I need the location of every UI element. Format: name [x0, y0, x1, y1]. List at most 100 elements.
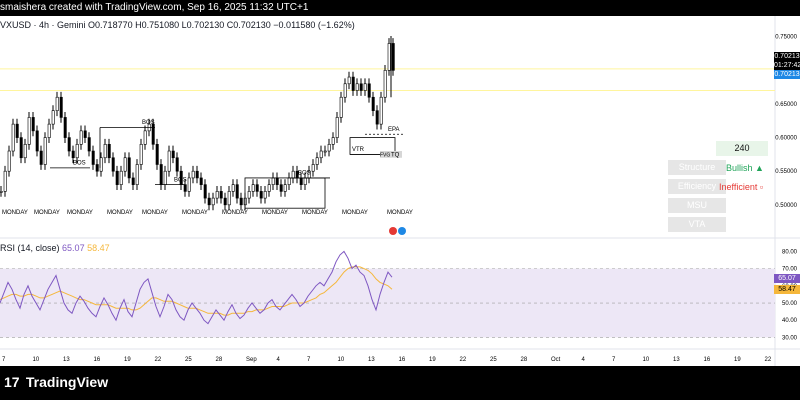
candle [383, 70, 387, 98]
candle [83, 130, 87, 138]
candle [39, 150, 43, 165]
candle [31, 117, 35, 132]
symbol-legend: VXUSD · 4h · Gemini O0.718770 H0.751080 … [0, 20, 355, 30]
candle [231, 184, 235, 192]
candle [195, 170, 199, 179]
candle [3, 170, 7, 192]
candle [143, 130, 147, 145]
weekday-label: MONDAY [67, 210, 93, 216]
price-tick-label: 0.50000 [775, 203, 797, 209]
time-tick-label: 22 [765, 357, 772, 363]
inefficient-status: Inefficient ▫ [718, 182, 764, 192]
low-value: L0.702130 [181, 20, 225, 30]
time-tick-label: 19 [429, 357, 436, 363]
tradingview-logo-icon: 17 [4, 374, 20, 390]
symbol-name[interactable]: VXUSD · 4h · Gemini [0, 20, 86, 30]
weekday-label: MONDAY [387, 210, 413, 216]
candle [51, 110, 55, 125]
prev-price-tag: 0.70213 [774, 70, 800, 79]
candle [15, 123, 19, 138]
weekday-label: MONDAY [2, 210, 28, 216]
candle [159, 164, 163, 185]
time-tick-label: 13 [63, 357, 70, 363]
candle [359, 83, 363, 91]
panel-value: 240 [716, 141, 768, 156]
time-tick-label: 7 [2, 357, 6, 363]
structure-button[interactable]: Structure [668, 160, 726, 175]
candle [303, 177, 307, 185]
candle [87, 137, 91, 152]
time-tick-label: 25 [185, 357, 192, 363]
candle [191, 170, 195, 179]
candle [79, 130, 83, 145]
efficiency-button[interactable]: Efficiency [668, 179, 726, 194]
weekday-label: MONDAY [222, 210, 248, 216]
price-tick-label: 0.55000 [775, 169, 797, 175]
tq-label: TQ [391, 152, 400, 158]
candle [319, 150, 323, 159]
bos-label: BOS [298, 171, 311, 177]
candle [187, 177, 191, 192]
candle [115, 170, 119, 185]
candle [323, 150, 327, 153]
vtr-box [349, 137, 396, 155]
candle [175, 157, 179, 172]
countdown-tag: 01:27:42 [774, 61, 800, 70]
candle [223, 197, 227, 206]
candle [215, 191, 219, 199]
open-value: O0.718770 [88, 20, 133, 30]
chart-canvas[interactable]: BOS BOS BOS BOS EPA VTR FVG TQ MONDAY MONDAY MONDA… [0, 0, 800, 366]
msu-button[interactable]: MSU [668, 198, 726, 213]
epa-label: EPA [388, 127, 400, 133]
candle [27, 117, 31, 145]
candle [387, 43, 391, 71]
candle [263, 191, 267, 199]
candle [375, 110, 379, 125]
time-tick-label: 25 [490, 357, 497, 363]
rsi-ma-tag: 58.47 [774, 285, 800, 294]
candle [127, 157, 131, 179]
time-tick-label: 16 [399, 357, 406, 363]
weekday-label: MONDAY [182, 210, 208, 216]
time-tick-label: 28 [216, 357, 223, 363]
candle [163, 170, 167, 185]
price-tick-label: 0.60000 [775, 136, 797, 142]
rsi-tick-label: 40.00 [782, 318, 798, 324]
flag-icon [389, 227, 397, 235]
candle [327, 144, 331, 152]
candle [155, 144, 159, 165]
rsi-tag: 65.07 [774, 274, 800, 283]
candle [43, 137, 47, 165]
rsi-ma-value: 58.47 [87, 243, 110, 253]
candle [71, 150, 75, 159]
candle [283, 184, 287, 192]
candle [219, 191, 223, 199]
candle [351, 76, 355, 91]
candle [367, 83, 371, 98]
candle [255, 184, 259, 192]
time-tick-label: 19 [124, 357, 131, 363]
vta-button[interactable]: VTA [668, 217, 726, 232]
weekday-label: MONDAY [342, 210, 368, 216]
candle [371, 96, 375, 111]
candle [299, 177, 303, 185]
candle [167, 150, 171, 172]
time-tick-label: Sep [246, 357, 257, 363]
weekday-label: MONDAY [107, 210, 133, 216]
candle [0, 191, 3, 193]
candle [211, 197, 215, 206]
candle [247, 191, 251, 199]
rsi-name[interactable]: RSI (14, close) [0, 243, 60, 253]
candle [379, 96, 383, 125]
candle [11, 123, 15, 152]
rsi-tick-label: 80.00 [782, 249, 798, 255]
candle [267, 184, 271, 192]
candle [151, 123, 155, 145]
tradingview-brand[interactable]: 17 TradingView [4, 374, 108, 390]
candle [199, 177, 203, 185]
brand-name: TradingView [25, 374, 109, 390]
candle [47, 123, 51, 138]
flag-icon [398, 227, 406, 235]
candle [59, 96, 63, 118]
time-tick-label: 19 [734, 357, 741, 363]
